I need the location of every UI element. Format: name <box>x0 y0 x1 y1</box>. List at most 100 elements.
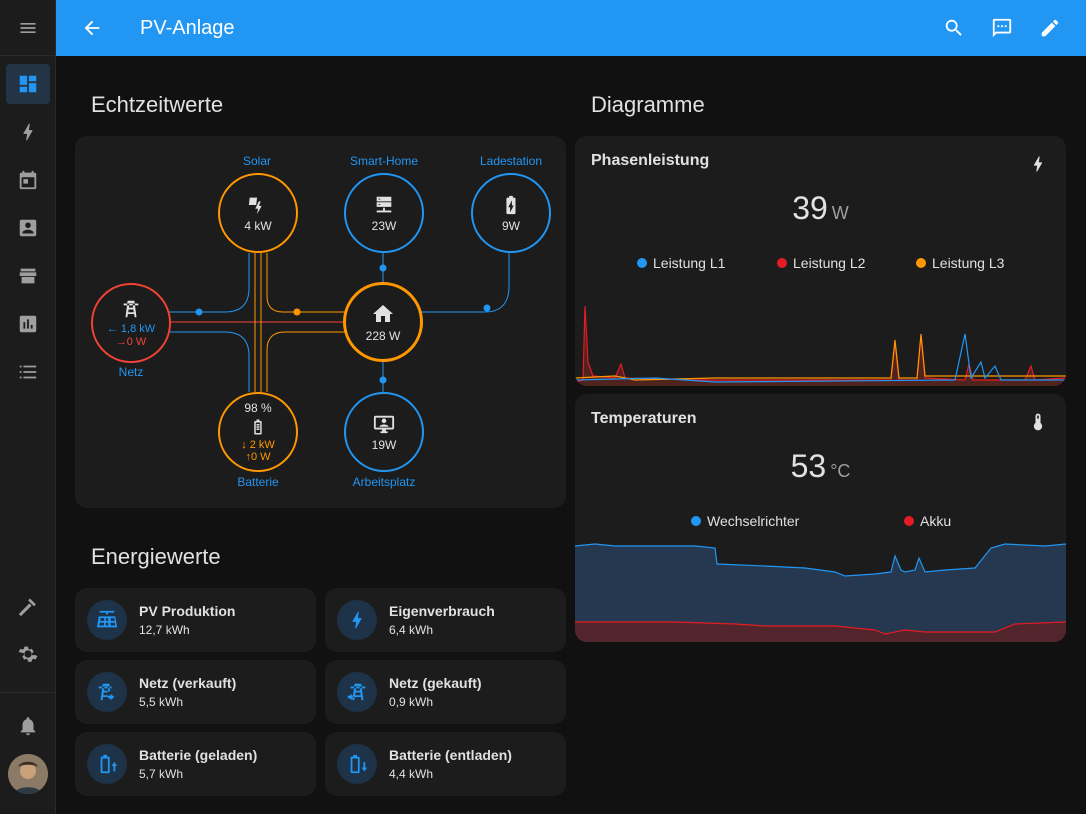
energy-card-self[interactable]: Eigenverbrauch 6,4 kWh <box>325 588 566 652</box>
gear-icon <box>18 646 38 662</box>
power-flow-card[interactable]: Solar 4 kW Smart-Home 23W Ladestation 9W… <box>75 136 566 508</box>
legend-l2[interactable]: Leistung L2 <box>777 255 865 271</box>
graph-value-unit: °C <box>830 461 851 481</box>
energy-name: PV Produktion <box>139 603 236 619</box>
energy-card-pv[interactable]: PV Produktion 12,7 kWh <box>75 588 316 652</box>
monitor-account-icon <box>373 415 395 433</box>
smarthome-node[interactable]: 23W <box>344 173 424 253</box>
sidebar-item-calendar[interactable] <box>6 160 50 200</box>
power-flow-lines <box>169 252 510 392</box>
legend-l3[interactable]: Leistung L3 <box>916 255 1004 271</box>
smarthome-value: 23W <box>371 218 397 233</box>
energy-name: Netz (gekauft) <box>389 675 482 691</box>
sidebar-divider <box>0 692 56 693</box>
ladestation-label: Ladestation <box>479 154 543 168</box>
sidebar-item-logbook[interactable] <box>6 352 50 392</box>
ladestation-node[interactable]: 9W <box>471 173 551 253</box>
graph-value-unit: W <box>831 203 849 223</box>
back-button[interactable] <box>78 14 106 42</box>
transmission-tower-export-icon <box>87 672 127 712</box>
energy-value: 12,7 kWh <box>139 623 190 637</box>
dashboard-content: Echtzeitwerte Diagramme <box>56 56 1086 814</box>
graph-value-number: 39 <box>792 190 828 226</box>
legend-label: Leistung L1 <box>653 255 726 271</box>
legend-inverter[interactable]: Wechselrichter <box>691 513 799 529</box>
avatar[interactable] <box>8 754 48 794</box>
dashboard-icon <box>19 75 37 93</box>
sidebar-item-energy[interactable] <box>6 112 50 152</box>
energy-card-grid-bought[interactable]: Netz (gekauft) 0,9 kWh <box>325 660 566 724</box>
section-title-realtime: Echtzeitwerte <box>91 92 224 117</box>
energy-value: 0,9 kWh <box>389 695 434 709</box>
phase-sparkline <box>575 305 1066 386</box>
account-box-icon <box>19 219 37 237</box>
comment-processing-icon <box>992 18 1012 38</box>
graph-value: 53 °C <box>575 448 1066 485</box>
home-value: 228 W <box>365 328 401 343</box>
hammer-icon <box>18 598 36 617</box>
calendar-icon <box>19 170 37 190</box>
battery-charging-icon <box>506 195 516 214</box>
energy-value: 5,5 kWh <box>139 695 184 709</box>
solar-power-icon <box>248 197 262 214</box>
battery-discharging-icon <box>337 744 377 784</box>
battery-soc: 98 % <box>244 401 272 415</box>
solar-label: Solar <box>242 154 271 168</box>
sidebar-item-history[interactable] <box>6 304 50 344</box>
sidebar-item-settings[interactable] <box>6 634 50 674</box>
solar-node[interactable]: 4 kW <box>218 173 298 253</box>
battery-label: Batterie <box>237 475 279 489</box>
graph-title: Phasenleistung <box>591 152 710 169</box>
legend-label: Akku <box>920 513 952 529</box>
temperature-graph-card[interactable]: Temperaturen 53 °C Wechselrichter Akku <box>575 394 1066 642</box>
ladestation-value: 9W <box>502 218 520 233</box>
battery-in-value: ↓ 2 kW <box>241 439 275 451</box>
chart-box-icon <box>19 315 37 333</box>
menu-button[interactable] <box>0 0 55 56</box>
hacs-icon <box>19 268 37 284</box>
phase-graph-card[interactable]: Phasenleistung 39 W Leistung L1 Leistung … <box>575 136 1066 386</box>
edit-button[interactable] <box>1036 14 1064 42</box>
sidebar-item-notifications[interactable] <box>6 706 50 746</box>
lightning-icon <box>1033 156 1043 172</box>
legend-battery[interactable]: Akku <box>904 513 951 529</box>
grid-label: Netz <box>118 365 144 379</box>
assist-button[interactable] <box>988 14 1016 42</box>
smarthome-label: Smart-Home <box>349 154 418 168</box>
energy-name: Netz (verkauft) <box>139 675 237 691</box>
energy-value: 4,4 kWh <box>389 767 434 781</box>
sidebar-item-hacs[interactable] <box>6 256 50 296</box>
energy-card-battery-charged[interactable]: Batterie (geladen) 5,7 kWh <box>75 732 316 796</box>
list-icon <box>19 365 37 379</box>
temperature-sparkline <box>575 543 1066 642</box>
sidebar-item-developer-tools[interactable] <box>6 587 50 627</box>
section-title-diagrams: Diagramme <box>591 92 705 117</box>
sidebar-item-person[interactable] <box>6 208 50 248</box>
search-button[interactable] <box>940 14 968 42</box>
thermometer-icon <box>1033 413 1043 431</box>
energy-card-grid-sold[interactable]: Netz (verkauft) 5,5 kWh <box>75 660 316 724</box>
solar-value: 4 kW <box>244 218 272 233</box>
grid-export-value: →0 W <box>115 336 147 348</box>
legend-l1[interactable]: Leistung L1 <box>637 255 725 271</box>
legend-label: Leistung L3 <box>932 255 1005 271</box>
battery-out-value: ↑0 W <box>245 451 271 463</box>
lightning-icon <box>337 600 377 640</box>
pencil-icon <box>1041 19 1059 37</box>
home-node[interactable]: 228 W <box>343 282 423 362</box>
legend-label: Leistung L2 <box>793 255 866 271</box>
workplace-value: 19W <box>371 437 397 452</box>
transmission-tower-import-icon <box>337 672 377 712</box>
battery-node[interactable]: 98 % ↓ 2 kW ↑0 W <box>218 392 298 472</box>
graph-title: Temperaturen <box>591 410 697 427</box>
workplace-node[interactable]: 19W <box>344 392 424 472</box>
grid-import-value: ← 1,8 kW <box>106 323 156 335</box>
menu-icon <box>20 22 35 33</box>
app-toolbar: PV-Anlage <box>56 0 1086 56</box>
sidebar <box>0 0 56 814</box>
energy-card-battery-discharged[interactable]: Batterie (entladen) 4,4 kWh <box>325 732 566 796</box>
legend-label: Wechselrichter <box>707 513 800 529</box>
energy-name: Batterie (geladen) <box>139 747 258 763</box>
sidebar-item-overview[interactable] <box>6 64 50 104</box>
grid-node[interactable]: ← 1,8 kW →0 W <box>91 283 171 363</box>
